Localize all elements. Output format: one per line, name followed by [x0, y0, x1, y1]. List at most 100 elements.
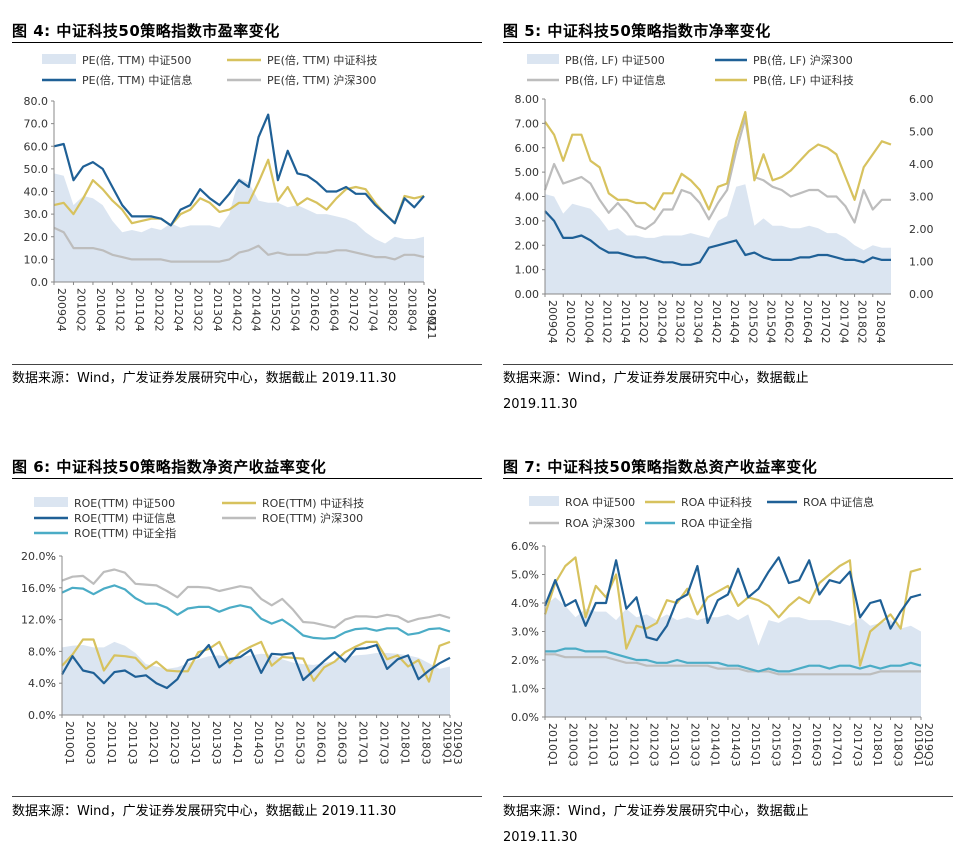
x-tick-label: 2014Q1 [231, 721, 244, 765]
figure-panel-roe: 图 6: 中证科技50策略指数净资产收益率变化 ROE(TTM) 中证500 RO… [12, 440, 482, 840]
legend-label: PE(倍, TTM) 中证信息 [82, 73, 192, 87]
y-tick-label: 0.0 [31, 276, 49, 289]
y-tick-label: 70.0 [24, 118, 49, 131]
x-tick-label: 2019Q3 [922, 723, 935, 767]
x-tick-label: 2009Q4 [546, 300, 559, 344]
y-tick-label-right: 3.00 [909, 191, 934, 204]
legend-label: PE(倍, TTM) 中证科技 [267, 53, 377, 67]
legend-label: PB(倍, LF) 中证500 [565, 53, 665, 67]
legend-item: PE(倍, TTM) 沪深300 [227, 73, 376, 87]
y-tick-label: 40.0 [24, 186, 49, 199]
x-tick-label: 2013Q4 [692, 300, 705, 344]
legend-item: ROA 中证信息 [767, 495, 874, 509]
legend-item: PB(倍, LF) 沪深300 [715, 53, 853, 67]
chart-roe: ROE(TTM) 中证500 ROE(TTM) 中证科技 ROE(TTM) 中证信息… [21, 496, 464, 765]
legend-item: PB(倍, LF) 中证500 [527, 53, 665, 67]
y-tick-label-right: 1.00 [909, 256, 934, 269]
x-tick-label: 2016Q3 [810, 723, 823, 767]
y-tick-label: 50.0 [24, 163, 49, 176]
title-rule [12, 42, 482, 43]
legend-label: ROA 沪深300 [565, 516, 635, 530]
series-area [62, 641, 450, 715]
x-tick-label: 2015Q2 [269, 288, 282, 332]
y-tick-label: 16.0% [21, 582, 56, 595]
x-tick-label: 2017Q3 [851, 723, 864, 767]
series-line [544, 210, 891, 266]
y-tick-label: 6.0% [511, 540, 539, 553]
x-tick-label: 2013Q3 [688, 723, 701, 767]
x-tick-label: 2012Q4 [655, 300, 668, 344]
x-tick-label: 2017Q3 [378, 721, 391, 765]
y-tick-label: 3.0% [511, 626, 539, 639]
x-tick-label: 2011Q2 [113, 288, 126, 332]
x-tick-label: 2018Q1 [871, 723, 884, 767]
legend-item: PB(倍, LF) 中证科技 [715, 73, 854, 87]
y-tick-label: 8.00 [515, 93, 540, 106]
x-tick-label: 2018Q4 [874, 300, 887, 344]
x-tick-label: 2013Q2 [191, 288, 204, 332]
source-note: 数据来源：Wind，广发证券发展研究中心，数据截止 2019.11.30 [503, 804, 809, 845]
x-tick-label: 2010Q3 [84, 721, 97, 765]
y-tick-label: 60.0 [24, 140, 49, 153]
y-tick-label: 12.0% [21, 614, 56, 627]
legend-label: ROE(TTM) 中证科技 [262, 496, 364, 510]
y-tick-label: 5.00 [515, 166, 540, 179]
x-tick-label: 2010Q3 [566, 723, 579, 767]
series-line [543, 556, 922, 642]
y-tick-label-right: 2.00 [909, 223, 934, 236]
x-tick-label: 2015Q1 [273, 721, 286, 765]
x-tick-label: 2011Q1 [587, 723, 600, 767]
x-tick-label: 2018Q2 [386, 288, 399, 332]
legend-item: ROE(TTM) 中证500 [34, 497, 175, 510]
series-line [53, 113, 425, 227]
x-tick-label: 2017Q4 [367, 288, 380, 332]
x-tick-label: 2018Q2 [856, 300, 869, 344]
y-tick-label: 8.0% [28, 645, 56, 658]
y-tick-label-right: 0.00 [909, 288, 934, 301]
legend-item: ROE(TTM) 沪深300 [222, 511, 363, 525]
y-tick-label: 0.0% [511, 711, 539, 724]
x-tick-label: 2014Q1 [709, 723, 722, 767]
x-tick-label: 2009Q4 [55, 288, 68, 332]
x-tick-label: 2018Q1 [399, 721, 412, 765]
x-tick-label: 2014Q2 [710, 300, 723, 344]
figure-panel-pe: 图 4: 中证科技50策略指数市盈率变化 PE(倍, TTM) 中证500 PE(… [12, 0, 482, 400]
y-tick-label: 0.00 [515, 288, 540, 301]
x-tick-label: 2019Q1 [912, 723, 925, 767]
legend-label: PE(倍, TTM) 中证500 [82, 53, 191, 67]
y-tick-label-right: 5.00 [909, 126, 934, 139]
series-line [61, 638, 451, 683]
x-tick-label: 2015Q4 [765, 300, 778, 344]
x-tick-label: 2017Q1 [357, 721, 370, 765]
legend-label: ROE(TTM) 中证信息 [74, 511, 176, 525]
y-tick-label: 5.0% [511, 569, 539, 582]
series-line [61, 568, 451, 629]
legend-swatch [34, 497, 68, 507]
series-line [545, 647, 922, 673]
y-tick-label: 2.00 [515, 239, 540, 252]
x-tick-label: 2014Q2 [230, 288, 243, 332]
x-tick-label: 2011Q2 [601, 300, 614, 344]
x-tick-label: 2016Q4 [328, 288, 341, 332]
series-line [543, 117, 891, 231]
x-tick-label: 2013Q1 [668, 723, 681, 767]
x-tick-label: 2012Q3 [648, 723, 661, 767]
legend-item: ROA 中证500 [529, 496, 635, 509]
y-tick-label: 6.00 [515, 142, 540, 155]
legend-swatch [529, 496, 559, 506]
x-tick-label: 2011Q4 [133, 288, 146, 332]
x-tick-label: 2018Q4 [406, 288, 419, 332]
y-tick-label: 4.00 [515, 191, 540, 204]
legend-label: ROA 中证全指 [681, 516, 752, 530]
title-rule [503, 42, 953, 43]
y-tick-label-right: 4.00 [909, 158, 934, 171]
x-tick-label: 2016Q1 [790, 723, 803, 767]
series-line [53, 158, 425, 227]
legend-item: ROA 中证全指 [645, 516, 752, 530]
series-line [53, 226, 425, 263]
y-tick-label: 4.0% [511, 597, 539, 610]
legend-label: ROA 中证500 [565, 496, 635, 509]
legend-label: ROE(TTM) 中证全指 [74, 526, 176, 540]
legend-label: PB(倍, LF) 沪深300 [753, 53, 853, 67]
x-tick-label: 2016Q4 [801, 300, 814, 344]
